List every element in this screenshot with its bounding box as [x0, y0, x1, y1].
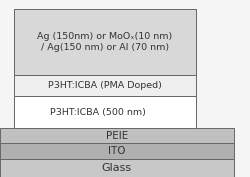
Text: P3HT:ICBA (PMA Doped): P3HT:ICBA (PMA Doped) — [48, 81, 162, 90]
Text: ITO: ITO — [108, 146, 126, 156]
Bar — [0, 128, 234, 143]
Bar — [0, 159, 234, 177]
Text: Glass: Glass — [102, 163, 132, 173]
Text: P3HT:ICBA (500 nm): P3HT:ICBA (500 nm) — [50, 108, 146, 117]
Text: PEIE: PEIE — [106, 131, 128, 141]
Bar — [14, 9, 196, 75]
Bar — [14, 75, 196, 96]
Bar — [14, 96, 196, 128]
Bar — [0, 143, 234, 159]
Text: Ag (150nm) or MoOₓ(10 nm)
/ Ag(150 nm) or Al (70 nm): Ag (150nm) or MoOₓ(10 nm) / Ag(150 nm) o… — [38, 32, 172, 52]
